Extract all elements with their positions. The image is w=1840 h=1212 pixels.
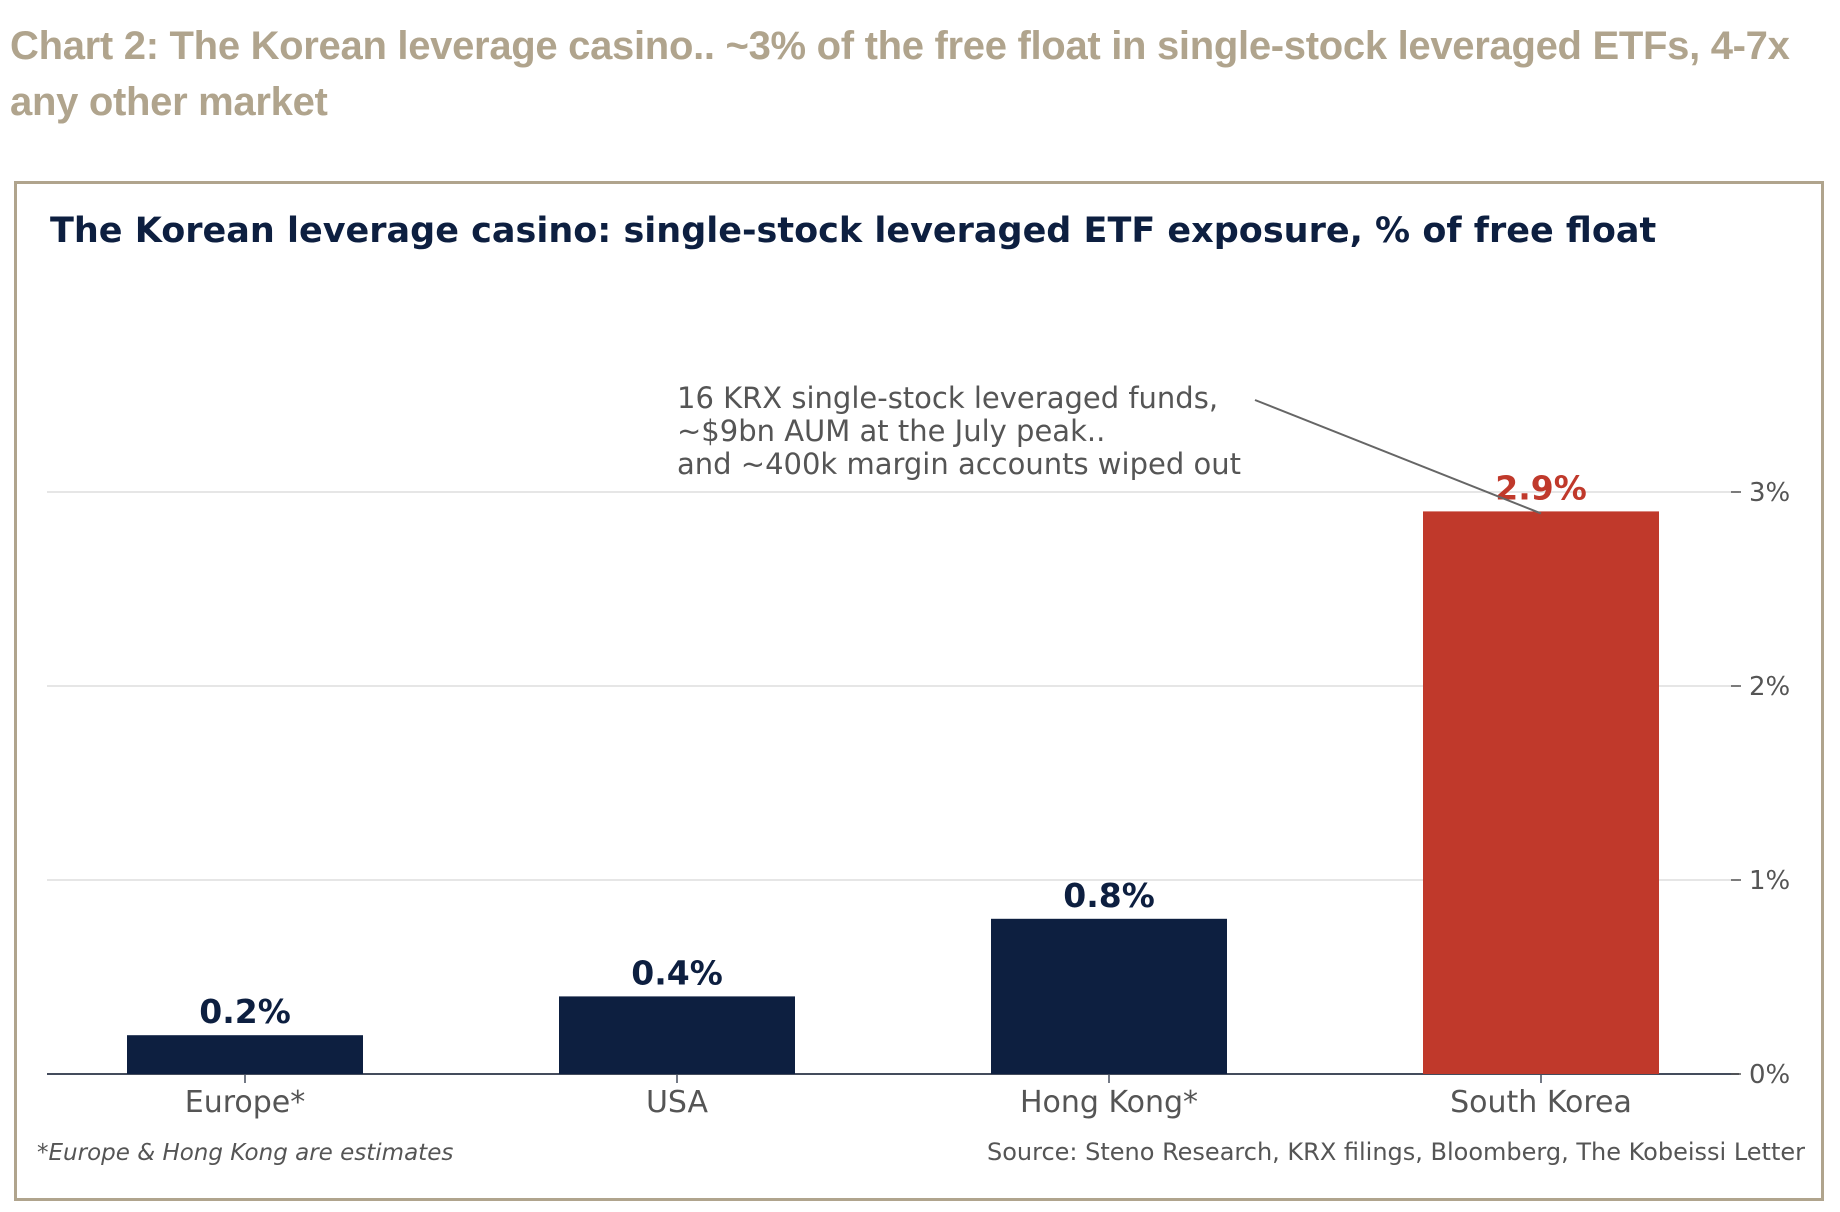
chart-frame: The Korean leverage casino: single-stock…	[14, 181, 1824, 1201]
annotation-line-2: ~$9bn AUM at the July peak..	[677, 414, 1105, 448]
bars	[127, 511, 1659, 1074]
bar-3	[1423, 511, 1659, 1074]
chart-source: Source: Steno Research, KRX filings, Blo…	[987, 1138, 1805, 1166]
y-tick-label-2: 2%	[1749, 672, 1790, 702]
annotation-leader-line	[1254, 399, 1542, 515]
y-tick-label-0: 0%	[1749, 1060, 1790, 1090]
y-tick-label-1: 1%	[1749, 866, 1790, 896]
chart-title: The Korean leverage casino: single-stock…	[50, 211, 1656, 251]
y-tick-labels: 0% 1% 2% 3%	[1731, 478, 1790, 1090]
bar-1	[559, 996, 795, 1074]
annotation-line-3: and ~400k margin accounts wiped out	[677, 447, 1241, 481]
chart-footnote: *Europe & Hong Kong are estimates	[37, 1140, 453, 1166]
x-tick-labels: Europe* USA Hong Kong* South Korea	[185, 1085, 1632, 1120]
x-tick-label-2: Hong Kong*	[1020, 1085, 1198, 1120]
x-tick-label-1: USA	[646, 1085, 709, 1120]
bar-value-labels: 0.2%0.4%0.8%2.9%	[199, 468, 1587, 1031]
x-tick-label-3: South Korea	[1450, 1085, 1632, 1120]
bar-chart: The Korean leverage casino: single-stock…	[37, 211, 1805, 1166]
bar-2	[991, 918, 1227, 1074]
axes	[47, 1073, 1739, 1083]
annotation-text: 16 KRX single-stock leveraged funds, ~$9…	[677, 381, 1241, 481]
x-tick-label-0: Europe*	[185, 1085, 306, 1120]
page-heading: Chart 2: The Korean leverage casino.. ~3…	[10, 24, 1790, 124]
y-tick-label-3: 3%	[1749, 478, 1790, 508]
bar-0	[127, 1035, 363, 1074]
bar-value-label-0: 0.2%	[199, 992, 291, 1031]
annotation-line-1: 16 KRX single-stock leveraged funds,	[677, 381, 1218, 415]
bar-value-label-1: 0.4%	[631, 953, 723, 992]
bar-value-label-2: 0.8%	[1063, 876, 1155, 915]
chart-annotation: 16 KRX single-stock leveraged funds, ~$9…	[677, 381, 1542, 515]
